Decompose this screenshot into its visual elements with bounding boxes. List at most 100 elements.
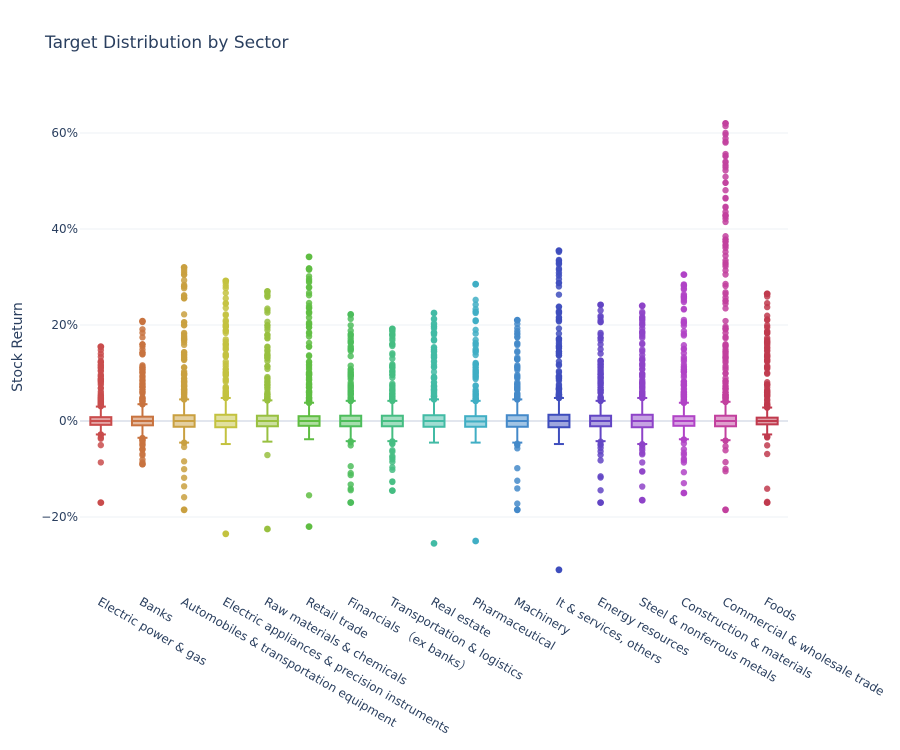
outlier-point (722, 317, 729, 325)
min-outlier (305, 523, 313, 530)
outlier-point (722, 359, 729, 366)
outlier-point (180, 386, 188, 393)
outlier-point (555, 382, 563, 389)
outlier-point (97, 361, 105, 369)
outlier-point (639, 308, 646, 316)
outlier-point (514, 485, 521, 492)
outlier-point (639, 459, 646, 466)
outlier-point (597, 379, 604, 387)
box-0 (89, 343, 113, 506)
outlier-point (763, 485, 771, 492)
outlier-point (222, 358, 229, 365)
outlier-point (264, 365, 271, 373)
outlier-point (222, 369, 229, 377)
outlier-point (389, 454, 396, 461)
box-1 (130, 317, 154, 468)
outlier-point (514, 364, 521, 371)
outlier-point (722, 252, 729, 259)
outlier-point (180, 483, 188, 490)
y-axis-title: Stock Return (10, 302, 26, 392)
outlier-point (430, 348, 438, 356)
box-5 (297, 253, 321, 530)
outlier-point (264, 388, 271, 396)
outlier-point (680, 306, 688, 313)
outlier-point (597, 473, 604, 480)
outlier-point (305, 359, 313, 366)
outlier-point (763, 317, 771, 324)
box-7 (380, 325, 404, 494)
outlier-point (555, 313, 563, 321)
outlier-point (180, 474, 188, 481)
outlier-point (597, 307, 604, 314)
box-12 (589, 301, 613, 506)
outlier-point (722, 233, 729, 240)
outlier-point (763, 369, 771, 377)
outlier-point (180, 443, 188, 451)
outlier-point (305, 284, 313, 291)
outlier-point (680, 366, 688, 373)
outlier-point (680, 479, 688, 487)
outlier-point (722, 244, 729, 252)
outlier-point (347, 392, 354, 399)
box-8 (422, 309, 446, 547)
outlier-point (472, 375, 479, 383)
outlier-point (430, 379, 438, 386)
max-outlier (222, 277, 230, 285)
outlier-point (180, 380, 188, 388)
outlier-point (680, 292, 688, 300)
outlier-point (430, 320, 438, 327)
outlier-point (514, 381, 521, 389)
outlier-point (180, 465, 188, 473)
outlier-point (680, 371, 688, 379)
outlier-point (597, 394, 604, 402)
outlier-point (514, 330, 521, 337)
outlier-point (222, 300, 229, 307)
outlier-point (763, 312, 771, 319)
outlier-point (722, 334, 729, 342)
outlier-point (347, 485, 354, 492)
outlier-point (722, 342, 729, 349)
outlier-point (305, 310, 313, 317)
outlier-point (722, 297, 729, 304)
outlier-point (639, 388, 646, 396)
outlier-point (389, 464, 396, 471)
outlier-point (680, 455, 688, 462)
outlier-point (180, 494, 188, 501)
outlier-point (139, 350, 146, 358)
outlier-point (639, 346, 646, 353)
min-outlier (97, 499, 105, 506)
y-axis-ticks: −20% 0% 20% 40% 60% (41, 126, 78, 524)
outlier-point (139, 341, 146, 348)
outlier-point (430, 368, 438, 376)
outlier-point (97, 435, 105, 442)
outlier-point (389, 458, 396, 466)
outlier-point (722, 290, 729, 298)
outlier-point (763, 336, 771, 344)
y-tick-label: 40% (51, 222, 78, 236)
outlier-point (180, 353, 188, 360)
outlier-point (722, 150, 729, 158)
min-outlier (139, 460, 146, 468)
outlier-point (597, 312, 604, 320)
max-outlier (680, 271, 688, 278)
outlier-point (264, 354, 271, 361)
outlier-point (555, 325, 563, 332)
min-outlier (763, 499, 771, 506)
outlier-point (722, 350, 729, 358)
outlier-point (722, 203, 729, 211)
box-4 (255, 288, 279, 533)
outlier-point (305, 302, 313, 310)
outlier-point (555, 349, 563, 357)
max-outlier (430, 309, 438, 317)
outlier-point (597, 457, 604, 464)
outlier-point (305, 380, 313, 388)
outlier-point (180, 349, 188, 356)
outlier-point (763, 442, 771, 449)
outlier-point (597, 451, 604, 459)
outlier-point (305, 492, 313, 499)
outlier-point (555, 266, 563, 274)
outlier-point (680, 357, 688, 365)
outlier-point (139, 334, 146, 341)
